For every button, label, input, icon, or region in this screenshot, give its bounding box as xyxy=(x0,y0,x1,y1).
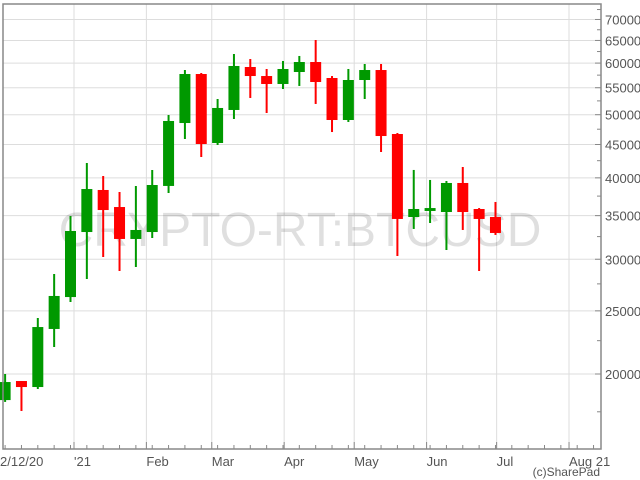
candle-body xyxy=(342,80,354,121)
candle-body xyxy=(326,78,338,121)
candle-down xyxy=(457,167,469,230)
candle-up xyxy=(0,374,11,402)
candle-body xyxy=(261,76,273,84)
candle-body xyxy=(277,69,289,84)
y-axis: 20000 25000 30000 35000 40000 45000 50000 55000… xyxy=(595,9,640,413)
candle-down xyxy=(261,69,273,113)
y-tick-label: 60000 xyxy=(605,56,640,71)
candle-body xyxy=(228,65,240,110)
y-tick-label: 65000 xyxy=(605,33,640,48)
y-tick-label: 50000 xyxy=(605,108,640,123)
candle-body xyxy=(293,62,305,73)
candle-body xyxy=(48,295,60,329)
candle-body xyxy=(195,74,207,145)
plot-frame xyxy=(2,3,602,450)
y-tick-label: 25000 xyxy=(605,304,640,319)
x-tick-label: Mar xyxy=(212,454,235,469)
candle-down xyxy=(326,76,338,133)
candle-up xyxy=(146,169,158,238)
x-axis: 2/12/20 '21 Feb Mar Apr May Jun Jul Aug 21 xyxy=(0,442,610,469)
candle-up xyxy=(228,53,240,119)
y-tick-label: 55000 xyxy=(605,81,640,96)
x-tick-label: Aug 21 xyxy=(569,454,610,469)
candle-body xyxy=(15,381,27,388)
candle-down xyxy=(97,176,109,257)
candle-body xyxy=(0,382,11,401)
y-tick-label: 35000 xyxy=(605,209,640,224)
candle-body xyxy=(179,74,191,124)
candle-up xyxy=(293,55,305,86)
y-tick-label: 45000 xyxy=(605,138,640,153)
x-tick-label: '21 xyxy=(74,454,91,469)
candle-down xyxy=(114,191,126,272)
y-tick-label: 40000 xyxy=(605,171,640,186)
candle-body xyxy=(473,208,485,219)
candle-down xyxy=(244,59,256,98)
x-tick-label: Jun xyxy=(427,454,448,469)
candle-up xyxy=(32,317,44,389)
candle-up xyxy=(163,115,175,194)
candle-body xyxy=(359,70,371,81)
x-tick-label: May xyxy=(354,454,379,469)
candle-body xyxy=(489,217,501,233)
candle-up xyxy=(440,180,452,250)
x-tick-label: Feb xyxy=(146,454,168,469)
candle-body xyxy=(81,189,93,233)
candle-body xyxy=(130,229,142,239)
candle-up xyxy=(408,169,420,229)
candle-up xyxy=(64,216,76,303)
candle-up xyxy=(179,70,191,139)
candle-body xyxy=(32,327,44,388)
y-tick-label: 20000 xyxy=(605,367,640,382)
x-tick-label: 2/12/20 xyxy=(0,454,43,469)
candle-body xyxy=(424,208,436,211)
x-tick-label: Apr xyxy=(284,454,305,469)
candle-body xyxy=(375,70,387,137)
candle-down xyxy=(310,40,322,104)
candles xyxy=(0,40,501,411)
candle-up xyxy=(130,185,142,267)
candle-up xyxy=(212,99,224,146)
candle-up xyxy=(277,60,289,90)
candle-body xyxy=(391,134,403,219)
candle-body xyxy=(310,62,322,83)
candle-down xyxy=(391,132,403,256)
candle-down xyxy=(195,72,207,157)
copyright-label: (c)SharePad xyxy=(533,465,600,479)
candle-up xyxy=(48,273,60,348)
candle-body xyxy=(146,185,158,233)
candle-body xyxy=(457,182,469,213)
candle-down xyxy=(15,381,27,411)
candle-body xyxy=(163,120,175,186)
x-tick-label: Jul xyxy=(497,454,514,469)
candle-body xyxy=(114,207,126,239)
candle-up xyxy=(359,63,371,100)
y-tick-label: 30000 xyxy=(605,252,640,267)
candle-up xyxy=(424,179,436,224)
candle-down xyxy=(473,208,485,272)
candle-down xyxy=(375,63,387,152)
candle-up xyxy=(342,69,354,122)
candle-down xyxy=(489,201,501,235)
candle-body xyxy=(64,230,76,298)
candle-body xyxy=(244,66,256,77)
candle-up xyxy=(81,163,93,279)
candle-body xyxy=(440,182,452,213)
y-tick-label: 70000 xyxy=(605,12,640,27)
candle-body xyxy=(212,107,224,144)
candle-body xyxy=(408,208,420,218)
candle-body xyxy=(97,189,109,211)
